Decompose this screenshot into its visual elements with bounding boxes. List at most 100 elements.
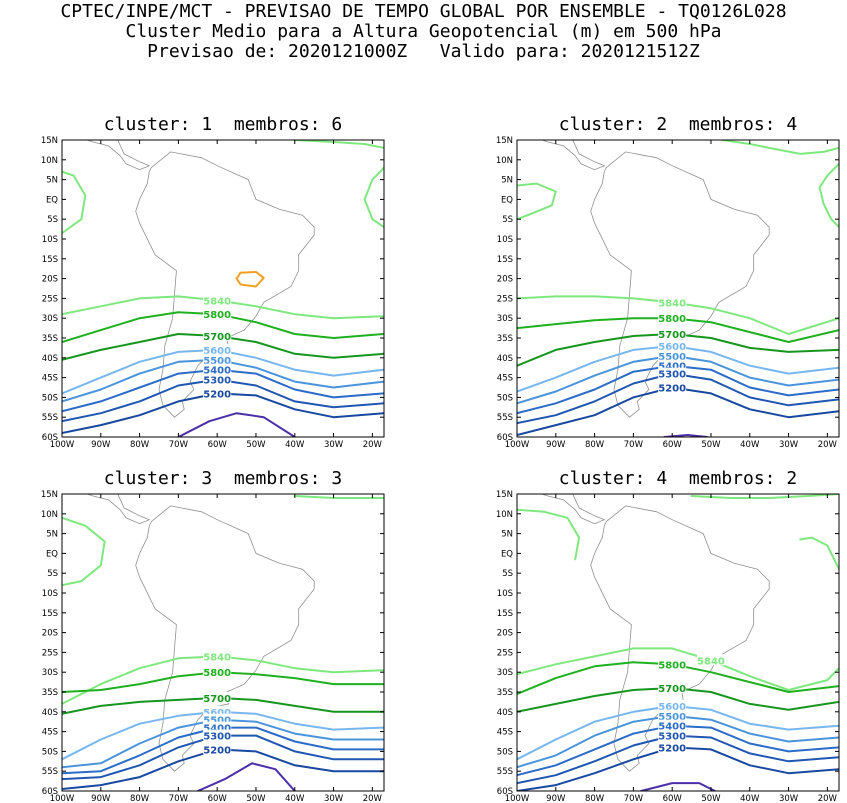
y-tick-label: 10S (497, 235, 513, 245)
central-america-coastline (517, 140, 606, 171)
contour-label-bg (203, 705, 232, 717)
contour-label-5700: 5700 (658, 330, 686, 341)
y-tick-label: 30S (497, 314, 513, 324)
y-tick-label: 10S (497, 589, 513, 599)
x-tick-label: 70W (169, 794, 189, 803)
contour-label-5400: 5400 (658, 722, 686, 733)
y-tick-label: 20S (42, 629, 58, 639)
contour-label-bg (203, 743, 232, 755)
y-tick-label: 20S (497, 629, 513, 639)
x-tick-label: 70W (624, 794, 644, 803)
y-tick-label: 55S (497, 767, 513, 777)
y-tick-label: EQ (501, 549, 513, 559)
y-tick-label: 40S (497, 354, 513, 364)
contour-label-bg (658, 349, 687, 361)
panel-3-title: cluster: 3 membros: 3 (103, 468, 343, 489)
contour-label-5400: 5400 (658, 362, 686, 373)
y-tick-label: 5N (501, 530, 513, 540)
y-tick-label: 15S (42, 609, 58, 619)
y-tick-label: 30S (497, 668, 513, 678)
y-tick-label: EQ (501, 195, 513, 205)
x-tick-label: 30W (324, 794, 344, 803)
contour-5840-line (363, 166, 384, 229)
y-tick-label: 15N (496, 136, 513, 146)
south-america-coastline (135, 151, 315, 418)
x-tick-label: 60W (663, 440, 683, 450)
y-tick-label: 55S (42, 767, 58, 777)
contour-label-5800: 5800 (658, 314, 686, 325)
contour-label-5700: 5700 (203, 694, 231, 705)
contour-5840-line (721, 140, 839, 155)
y-tick-label: 55S (42, 413, 58, 423)
contour-label-5400: 5400 (203, 366, 231, 377)
y-tick-label: 35S (42, 334, 58, 344)
header-title: CPTEC/INPE/MCT - PREVISAO DE TEMPO GLOBA… (60, 1, 787, 22)
y-tick-label: 60S (497, 787, 513, 797)
y-tick-label: 5S (47, 569, 58, 579)
contour-label-bg (203, 387, 232, 399)
contour-5840-line (517, 508, 581, 561)
contour-anomaly-line (235, 270, 265, 288)
y-tick-label: EQ (46, 195, 58, 205)
contour-5840-line (293, 495, 384, 499)
header-subtitle: Cluster Medio para a Altura Geopotencial… (125, 21, 722, 42)
contour-label-bg (203, 330, 232, 342)
contour-label-bg (658, 381, 687, 393)
contour-label-bg (203, 729, 232, 741)
contour-5840-line (818, 162, 839, 229)
x-tick-label: 60W (208, 794, 228, 803)
x-tick-label: 90W (546, 440, 566, 450)
contour-label-bg (658, 658, 687, 670)
contour-5100-line (196, 762, 296, 791)
y-tick-label: 15S (42, 255, 58, 265)
contour-label-bg (658, 328, 687, 340)
contour-label-bg (658, 719, 687, 731)
contour-label-bg (658, 709, 687, 721)
x-tick-label: 30W (779, 794, 799, 803)
y-tick-label: 15N (41, 136, 58, 146)
south-america-coastline (590, 151, 770, 418)
x-tick-label: 60W (663, 794, 683, 803)
y-tick-label: 60S (42, 787, 58, 797)
y-tick-label: 25S (497, 294, 513, 304)
y-tick-label: 45S (497, 728, 513, 738)
x-tick-label: 80W (585, 794, 605, 803)
panel-4-title: cluster: 4 membros: 2 (558, 468, 798, 489)
contour-5840-line (62, 516, 106, 587)
x-tick-label: 90W (91, 794, 111, 803)
contour-label-bg (658, 367, 687, 379)
y-tick-label: 15N (41, 490, 58, 500)
y-tick-label: 25S (42, 648, 58, 658)
contour-label-5800: 5800 (203, 668, 231, 679)
contour-label-bg (658, 296, 687, 308)
x-tick-label: 50W (246, 794, 266, 803)
contour-label-5800: 5800 (203, 310, 231, 321)
x-tick-label: 20W (363, 440, 383, 450)
y-tick-label: 10N (41, 156, 58, 166)
contour-label-bg (203, 294, 232, 306)
y-tick-label: 50S (42, 747, 58, 757)
contour-label-bg (658, 682, 687, 694)
x-tick-label: 30W (779, 440, 799, 450)
y-tick-label: 10N (496, 156, 513, 166)
y-tick-label: 10S (42, 235, 58, 245)
y-tick-label: 35S (42, 688, 58, 698)
y-tick-label: 45S (497, 374, 513, 384)
contour-label-5500: 5500 (658, 712, 686, 723)
contour-label-bg (203, 343, 232, 355)
x-tick-label: 80W (585, 440, 605, 450)
contour-label-5840: 5840 (203, 296, 231, 307)
contour-label-5300: 5300 (203, 376, 231, 387)
contour-5300-line (517, 372, 839, 425)
contour-label-bg (658, 359, 687, 371)
x-tick-label: 100W (505, 440, 530, 450)
y-tick-label: 30S (42, 314, 58, 324)
x-tick-label: 70W (624, 440, 644, 450)
y-tick-label: 15S (497, 609, 513, 619)
central-america-coastline (62, 140, 151, 171)
y-tick-label: 25S (42, 294, 58, 304)
